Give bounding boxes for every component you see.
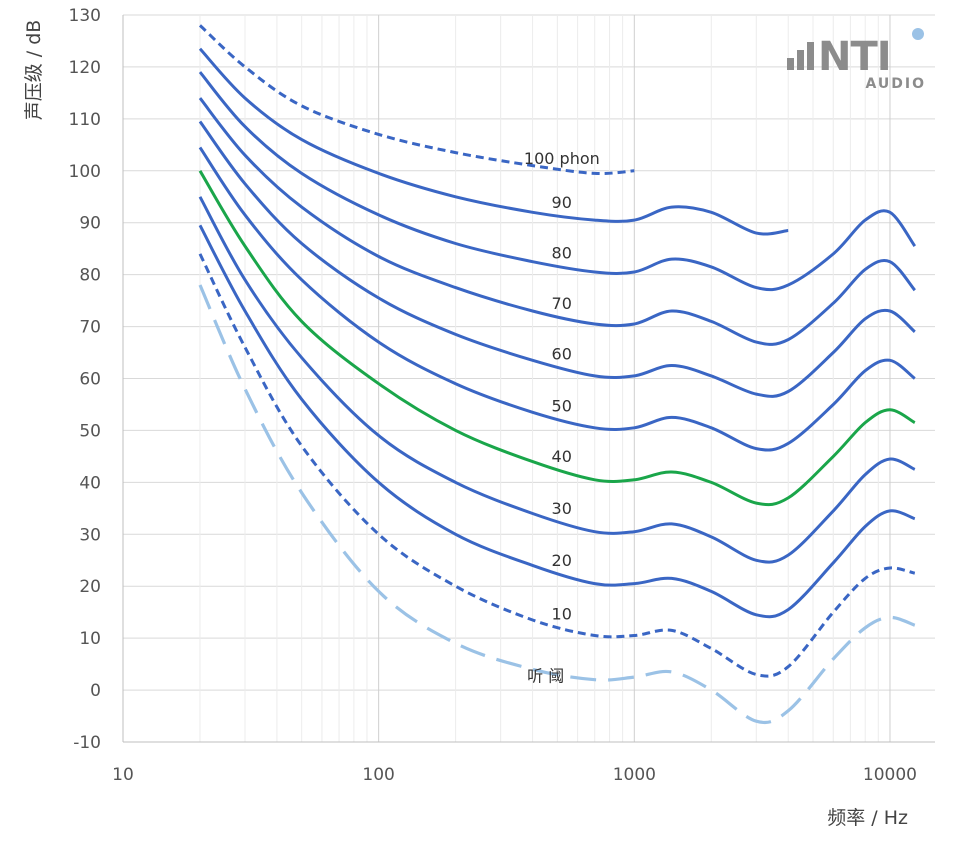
y-tick-label: 100 (69, 162, 101, 182)
nti-audio-logo: NTI AUDIO (787, 28, 926, 92)
logo-sub: AUDIO (865, 76, 926, 92)
logo-brand: NTI (818, 34, 891, 80)
y-axis-title: 声压级 / dB (23, 20, 45, 121)
curves (198, 24, 917, 725)
curve-label: 70 (552, 294, 572, 313)
y-tick-label: 90 (79, 214, 101, 234)
curve-60 (198, 120, 916, 398)
grid (122, 14, 935, 743)
curve-label: 80 (552, 244, 572, 263)
curve-label: 50 (552, 397, 572, 416)
y-tick-label: 110 (69, 110, 101, 130)
curve-100-phon (198, 24, 635, 176)
y-tick-label: 0 (90, 681, 101, 701)
logo-bar-1 (787, 58, 794, 70)
y-tick-label: 130 (69, 6, 101, 26)
curve-labels: 听 阈 10 20 30 40 50 60 70 80 90 100 phon (524, 149, 600, 685)
curve-label: 40 (552, 447, 572, 466)
x-tick-label: 1000 (613, 765, 656, 785)
curve-label: 100 phon (524, 149, 600, 168)
y-tick-label: 80 (79, 266, 101, 286)
curve-label: 20 (552, 551, 572, 570)
curve-50 (198, 146, 916, 452)
curve-label: 10 (552, 604, 572, 623)
curve-30 (198, 196, 916, 564)
x-axis-title: 频率 / Hz (827, 807, 908, 829)
y-tick-label: 70 (79, 318, 101, 338)
logo-bar-3 (807, 42, 814, 70)
y-tick-label: -10 (73, 733, 101, 753)
curve-90 (198, 47, 789, 236)
curve-40 (198, 170, 916, 507)
y-tick-label: 30 (79, 525, 101, 545)
x-tick-label: 10000 (863, 765, 917, 785)
x-tick-label: 10 (112, 765, 134, 785)
curve-80 (198, 71, 917, 292)
y-tick-label: 60 (79, 370, 101, 390)
curve-10 (198, 253, 916, 678)
logo-bar-2 (797, 50, 804, 70)
y-tick-label: 40 (79, 473, 101, 493)
curve-label: 30 (552, 499, 572, 518)
curve-70 (198, 97, 916, 346)
curve-20 (198, 224, 916, 619)
logo-dot (912, 28, 924, 40)
y-tick-label: 120 (69, 58, 101, 78)
y-tick-label: 50 (79, 421, 101, 441)
curve-label: 听 阈 (527, 666, 564, 685)
x-tick-label: 100 (362, 765, 394, 785)
curve-label: 60 (552, 345, 572, 364)
curve-听-阈 (198, 284, 916, 725)
y-tick-label: 20 (79, 577, 101, 597)
curve-label: 90 (552, 193, 572, 212)
y-tick-label: 10 (79, 629, 101, 649)
